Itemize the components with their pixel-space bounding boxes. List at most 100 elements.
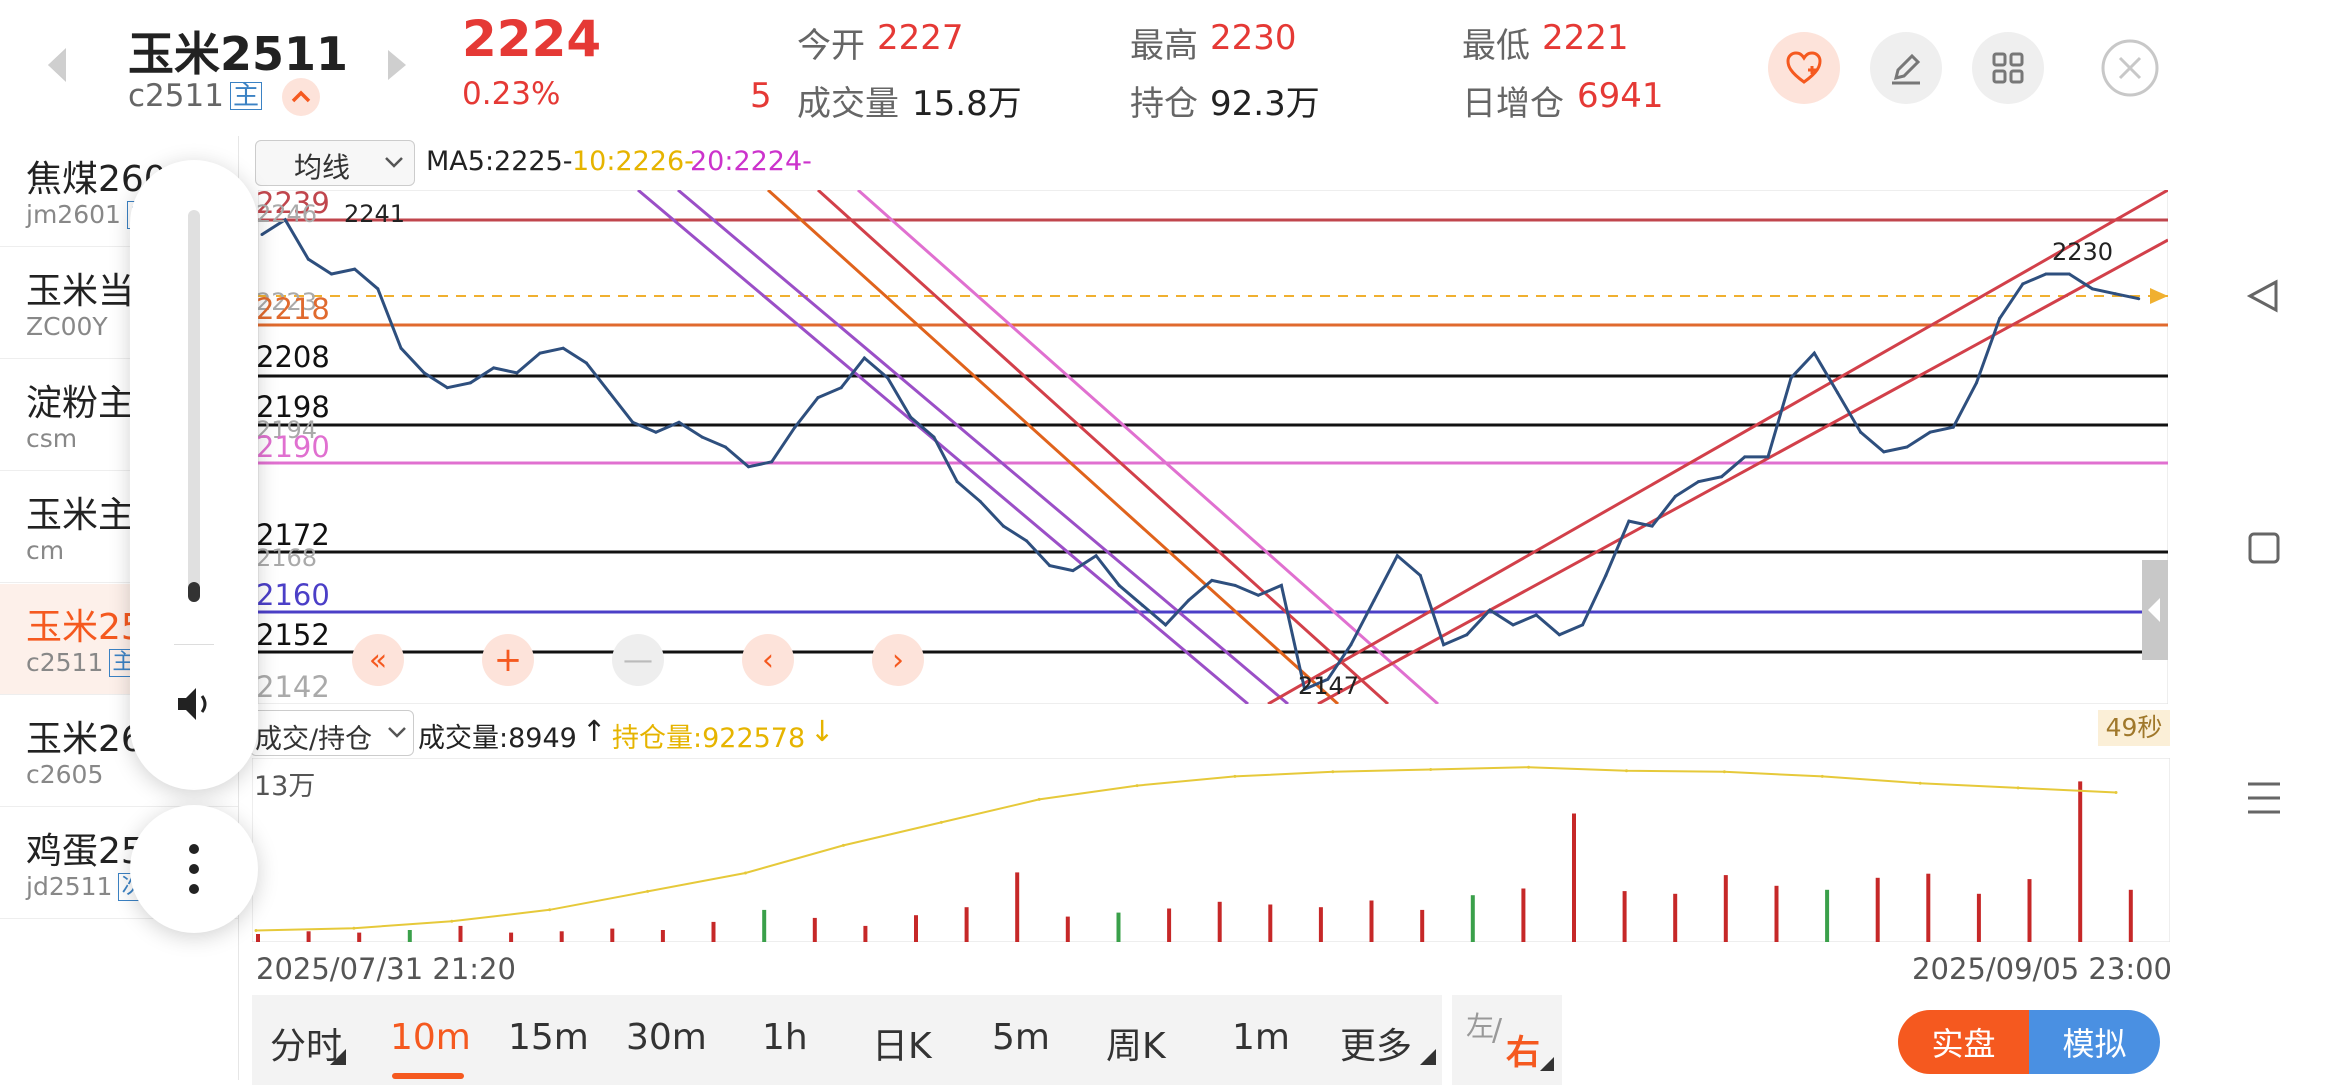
price-point xyxy=(1279,583,1283,587)
period-tab[interactable]: 1m xyxy=(1232,1017,1290,1058)
price-point xyxy=(631,420,635,424)
volume-bar xyxy=(509,932,514,942)
volume-indicator-select[interactable]: 成交/持仓 xyxy=(250,710,414,756)
price-chart[interactable]: « + — ‹ › xyxy=(258,190,2168,704)
open-interest-point xyxy=(2114,791,2118,794)
expand-toggle[interactable] xyxy=(282,78,320,116)
volume-bar xyxy=(559,931,564,942)
volume-bar xyxy=(711,921,716,942)
price-point xyxy=(330,272,333,276)
volume-bar xyxy=(1369,900,1374,942)
period-tab[interactable]: 5m xyxy=(992,1017,1050,1058)
price-point xyxy=(932,435,936,439)
ma-legend-bar: 均线 MA5:2225- 10:2226- 20:2224- xyxy=(250,138,2180,188)
level-label: 2208 xyxy=(256,340,330,374)
period-tab-active[interactable]: 10m xyxy=(390,1017,471,1058)
volume-chart[interactable] xyxy=(252,758,2170,942)
volume-slider[interactable] xyxy=(188,210,200,602)
price-point xyxy=(747,465,750,469)
volume-bar xyxy=(1723,875,1728,942)
contract-title: 玉米2511 xyxy=(128,27,349,81)
step-back-button[interactable] xyxy=(742,634,794,686)
axis-side-toggle[interactable]: 左 / 右 xyxy=(1452,995,1562,1085)
open-interest-point xyxy=(2016,786,2020,790)
period-tabs: 分时 10m 15m 30m 1h 日K 5m 周K 1m 更多 xyxy=(252,995,1442,1085)
chevron-right-icon xyxy=(388,50,406,80)
more-options-button[interactable] xyxy=(130,805,258,933)
price-point xyxy=(1094,554,1098,558)
period-tab[interactable]: 分时 xyxy=(270,1026,343,1067)
favorite-button[interactable] xyxy=(1768,32,1840,104)
watchlist-item-code: cm xyxy=(26,536,65,565)
period-tab-more[interactable]: 更多 xyxy=(1340,1026,1413,1067)
grid-layout-button[interactable] xyxy=(1972,32,2044,104)
volume-bar xyxy=(762,909,767,942)
speaker-icon[interactable] xyxy=(172,682,216,726)
volume-bar xyxy=(1116,912,1121,942)
price-point xyxy=(1187,598,1191,602)
real-trade-label: 实盘 xyxy=(1931,1025,1996,1063)
level-label: 2142 xyxy=(256,670,330,704)
prev-contract-button[interactable] xyxy=(36,40,76,90)
price-point xyxy=(353,267,357,271)
price-point xyxy=(399,346,403,350)
price-point xyxy=(1534,613,1538,617)
price-point xyxy=(1789,376,1793,380)
price-point xyxy=(1720,475,1724,479)
fast-backward-button[interactable] xyxy=(352,634,404,686)
sim-trade-button[interactable]: 模拟 xyxy=(2029,1010,2160,1074)
trend-line[interactable] xyxy=(766,190,1340,704)
open-label: 今开 xyxy=(797,26,865,66)
trend-line[interactable] xyxy=(637,190,1249,704)
period-tab[interactable]: 周K xyxy=(1106,1026,1166,1067)
back-icon[interactable] xyxy=(2244,276,2284,316)
price-point xyxy=(1395,554,1399,558)
real-trade-button[interactable]: 实盘 xyxy=(1898,1010,2029,1074)
price-point xyxy=(283,218,287,222)
menu-icon[interactable] xyxy=(2244,778,2284,818)
trend-line[interactable] xyxy=(816,190,1390,704)
ma10-value: 10:2226- xyxy=(572,146,694,177)
price-point xyxy=(1210,578,1214,582)
period-tab[interactable]: 日K xyxy=(872,1026,932,1067)
price-point xyxy=(515,371,519,375)
price-point xyxy=(1488,608,1492,612)
open-interest-points xyxy=(254,765,2118,932)
level-label: 2152 xyxy=(256,618,330,652)
volume-value: 15.8万 xyxy=(912,84,1022,124)
period-tab[interactable]: 1h xyxy=(762,1017,808,1058)
draw-tool-button[interactable] xyxy=(1870,32,1942,104)
indicator-select[interactable]: 均线 xyxy=(255,140,415,186)
open-interest-point xyxy=(1429,768,1433,771)
plus-icon: + xyxy=(494,640,523,680)
active-tab-indicator xyxy=(392,1073,464,1079)
current-price-marker xyxy=(2150,288,2168,304)
side-slash: / xyxy=(1492,1013,1503,1048)
zoom-out-button[interactable] xyxy=(612,634,664,686)
side-right-label: 右 xyxy=(1506,1033,1540,1073)
system-navigation xyxy=(2184,0,2340,1080)
step-forward-button[interactable] xyxy=(872,634,924,686)
trend-line[interactable] xyxy=(1317,238,2168,704)
close-button[interactable] xyxy=(2094,32,2166,104)
period-tab[interactable]: 30m xyxy=(626,1017,707,1058)
oi-change-value: 6941 xyxy=(1577,76,1664,116)
open-interest-value: 92.3万 xyxy=(1210,84,1320,124)
home-icon[interactable] xyxy=(2244,528,2284,568)
trend-line[interactable] xyxy=(857,190,1439,704)
open-interest-point xyxy=(254,929,258,932)
period-tab[interactable]: 15m xyxy=(508,1017,589,1058)
trend-line[interactable] xyxy=(677,190,1289,704)
volume-bar xyxy=(2027,879,2032,942)
price-point xyxy=(2021,282,2025,286)
watchlist-item-code: jd2511次 xyxy=(26,872,147,901)
watchlist-item-code: c2605 xyxy=(26,760,104,789)
zoom-in-button[interactable] xyxy=(482,634,534,686)
price-point xyxy=(1071,569,1075,573)
next-contract-button[interactable] xyxy=(378,40,418,90)
quote-header: 玉米2511 c2511 主 2224 0.23% 今开 2227 5 成交量 1… xyxy=(0,0,2184,135)
volume-bar xyxy=(863,925,868,942)
trend-line[interactable] xyxy=(1267,190,2168,704)
volume-slider-knob[interactable] xyxy=(188,582,200,602)
volume-bar xyxy=(1470,895,1475,942)
